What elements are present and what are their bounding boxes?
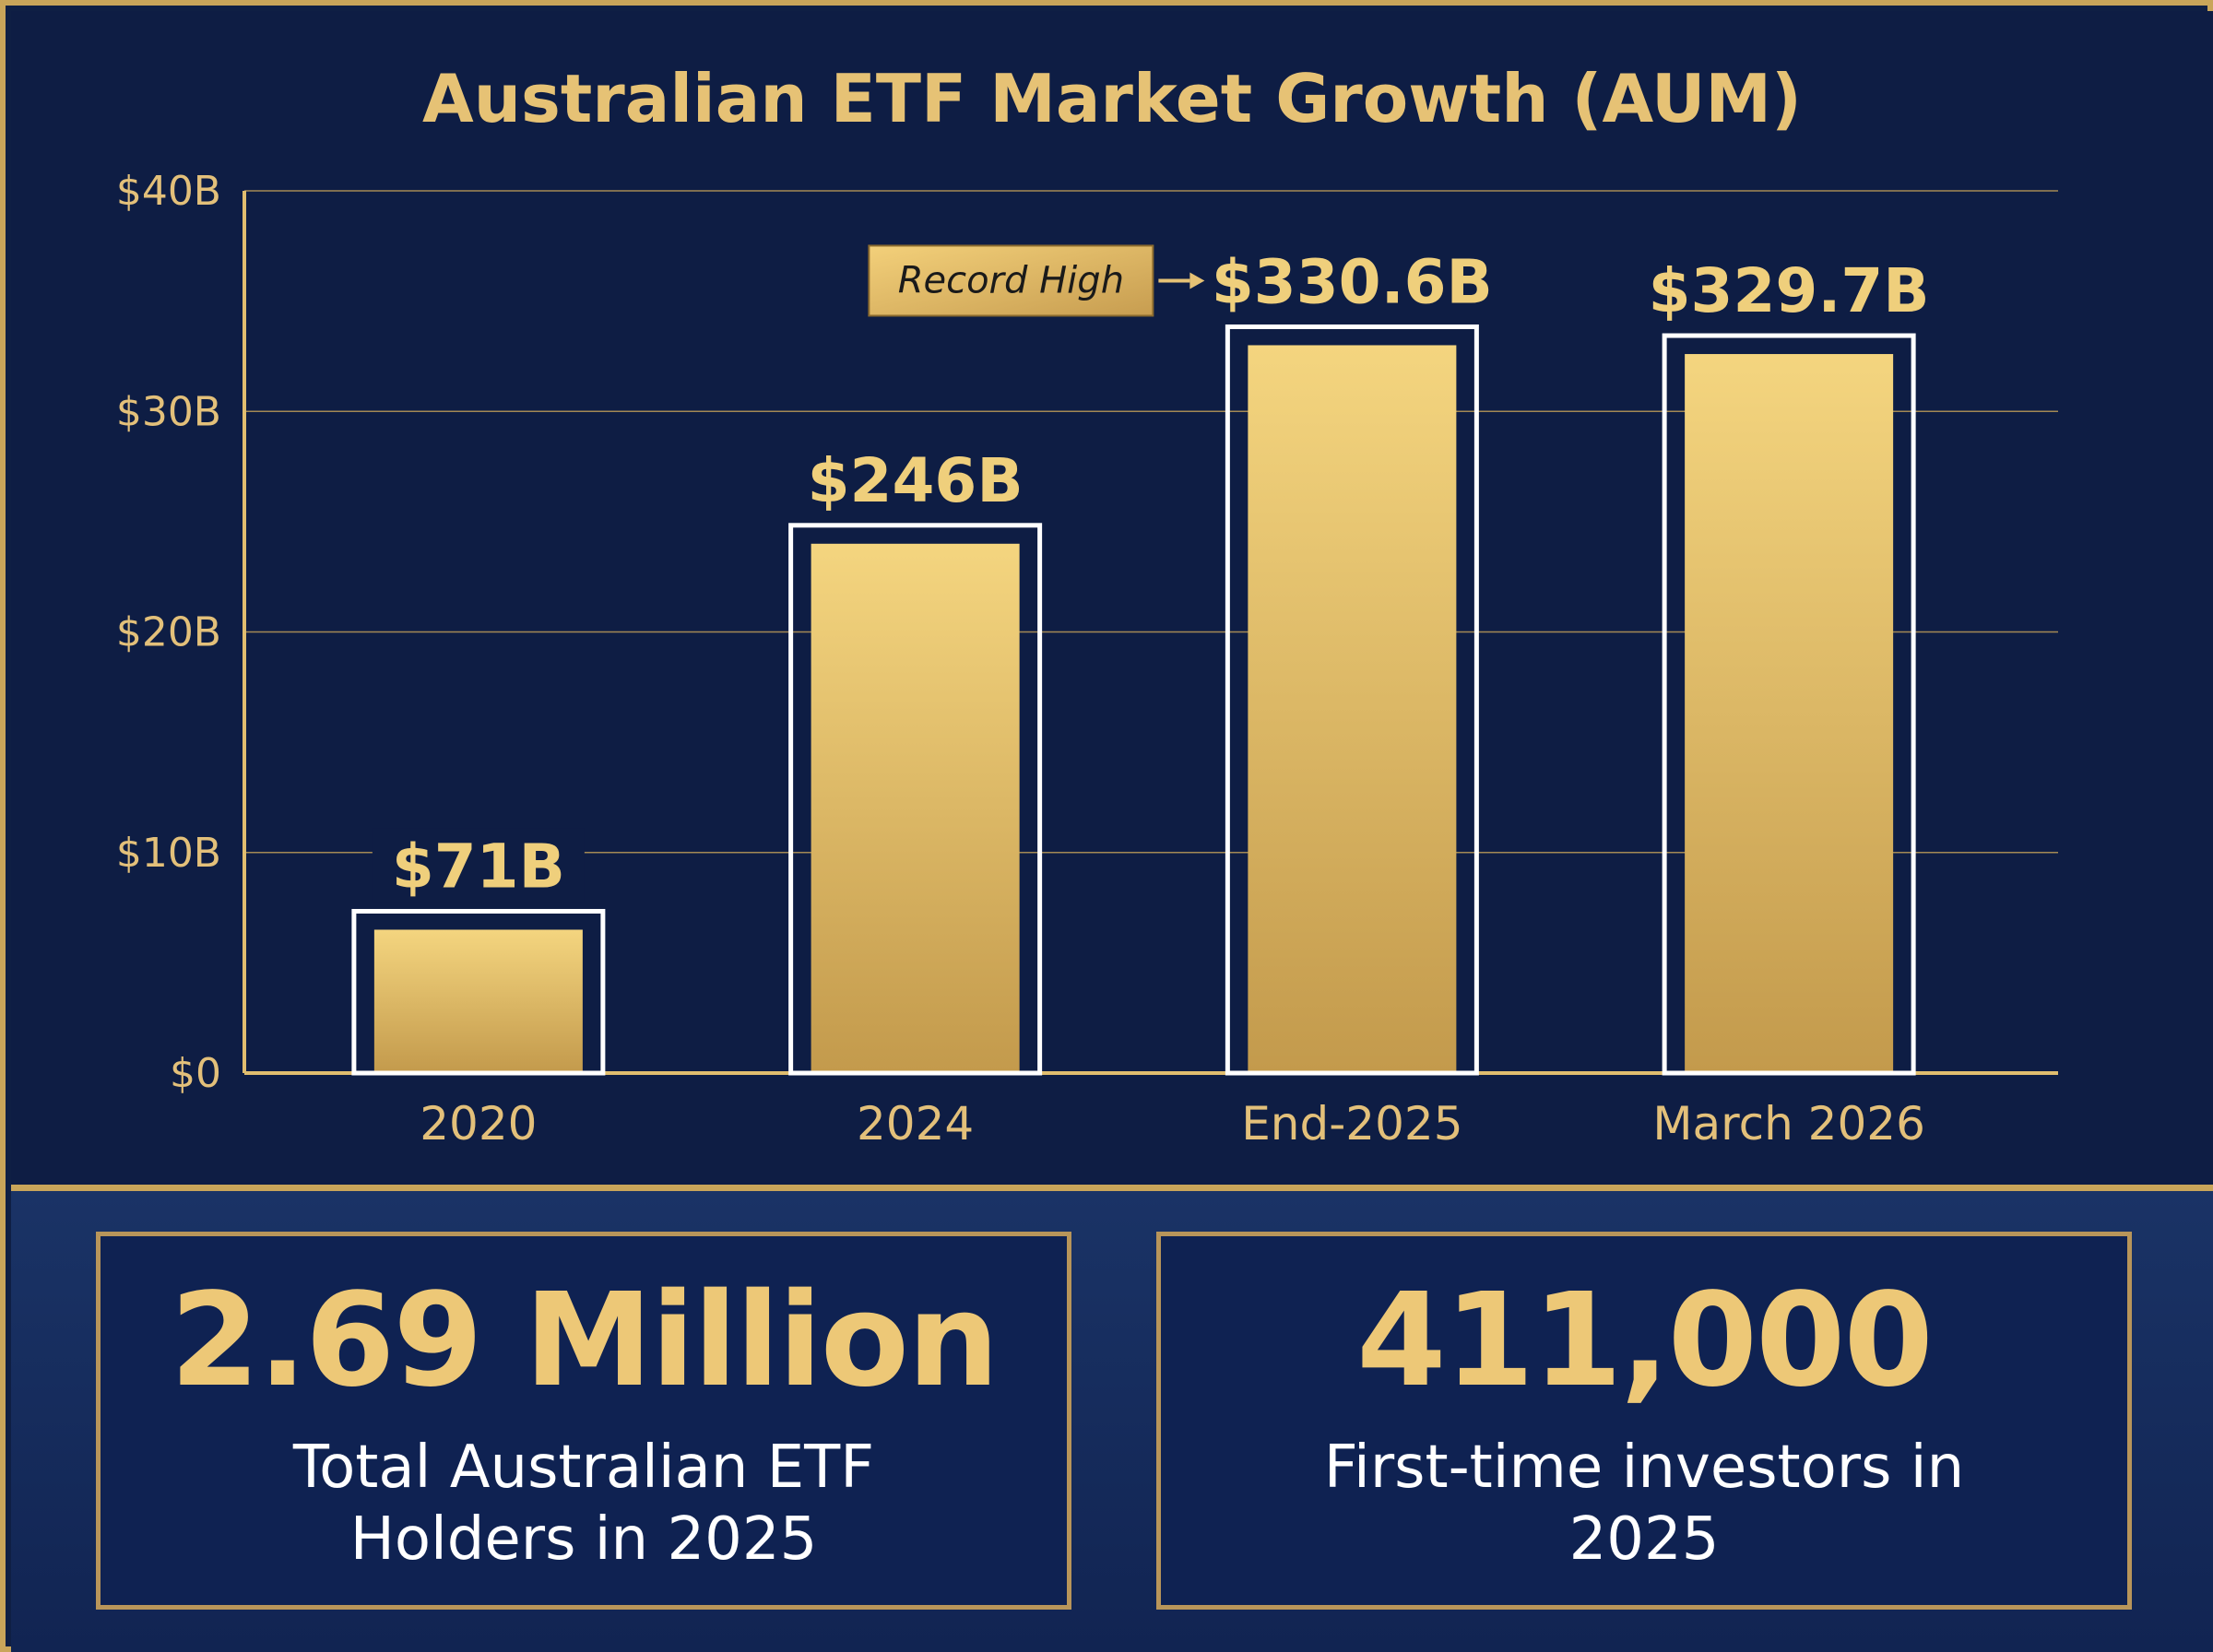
- bar: [811, 543, 1020, 1073]
- stat-value-first-time: 411,000: [1356, 1266, 1934, 1416]
- bar-outline: [351, 908, 606, 1076]
- bar-layer: [351, 324, 1916, 1076]
- x-category-label: End-2025: [1241, 1097, 1462, 1150]
- label-background: [372, 828, 585, 903]
- callout-text: Record High: [898, 259, 1124, 301]
- bar-outline: [788, 523, 1043, 1076]
- stat-value-holders: 2.69 Million: [170, 1266, 999, 1416]
- record-high-callout: Record High: [868, 244, 1205, 317]
- label-layer: $71B 2020 $246B 2024 $330.6B End-2025 $329.7B M…: [372, 246, 1930, 1150]
- y-tick-label: $40B: [116, 168, 221, 215]
- callout-box: [868, 244, 1154, 317]
- callout-arrow-head: [1189, 272, 1205, 289]
- x-category-label: March 2026: [1652, 1097, 1925, 1150]
- bar-outline: [1225, 324, 1479, 1076]
- y-tick-label: $10B: [116, 830, 221, 877]
- bar-value-label: $330.6B: [1212, 246, 1493, 317]
- bar: [373, 929, 583, 1073]
- chart-title: Australian ETF Market Growth (AUM): [422, 60, 1802, 137]
- stat-caption-first-time: First-time investors in 2025: [1323, 1434, 1965, 1574]
- x-category-label: 2024: [857, 1097, 974, 1150]
- bar-chart: Australian ETF Market Growth (AUM) $0 $10…: [116, 60, 2058, 1150]
- bar: [1685, 354, 1894, 1073]
- x-category-label: 2020: [420, 1097, 537, 1150]
- bar-outline: [1662, 333, 1916, 1076]
- bar: [1248, 345, 1457, 1074]
- stat-caption-holders: Total Australian ETF Holders in 2025: [292, 1434, 875, 1574]
- y-tick-label: $20B: [116, 609, 221, 656]
- chart-panel: Australian ETF Market Growth (AUM) $0 $10…: [11, 11, 2213, 1191]
- y-tick-label: $0: [170, 1050, 221, 1097]
- bar-value-label: $329.7B: [1649, 255, 1930, 326]
- bar-value-label: $246B: [808, 445, 1024, 516]
- stat-card-first-time: 411,000 First-time investors in 2025: [1156, 1232, 2132, 1610]
- bar-value-label: $71B: [392, 831, 565, 902]
- stat-card-holders: 2.69 Million Total Australian ETF Holder…: [96, 1232, 1071, 1610]
- stats-panel: 2.69 Million Total Australian ETF Holder…: [11, 1191, 2213, 1652]
- y-tick-label: $30B: [116, 388, 221, 435]
